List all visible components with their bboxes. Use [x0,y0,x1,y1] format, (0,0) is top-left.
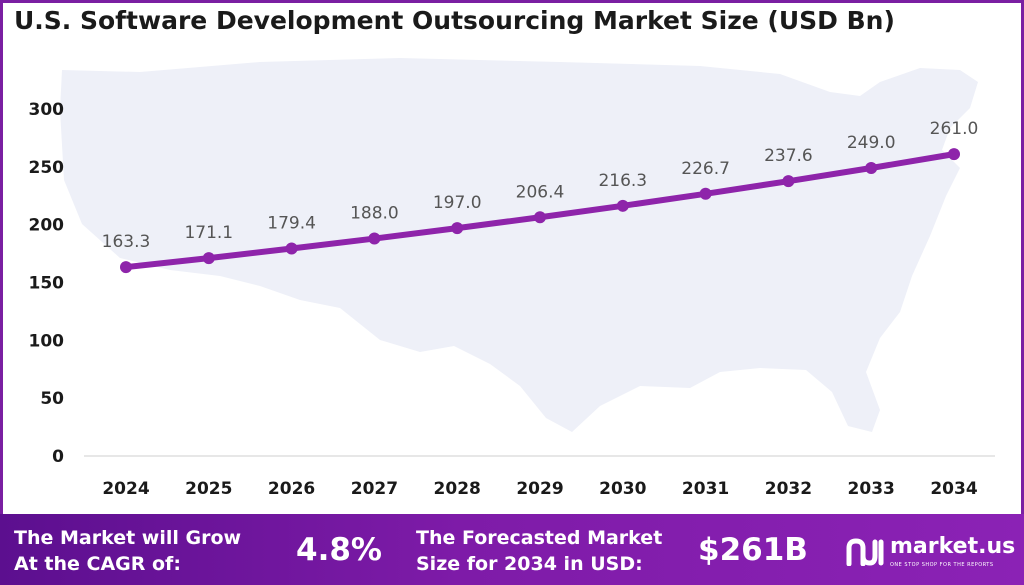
brand-name: market.us [890,534,1016,559]
cagr-caption-line1: The Market will Grow [14,527,242,549]
x-tick-label: 2027 [351,479,398,499]
x-tick-label: 2031 [682,479,729,499]
forecast-caption-line1: The Forecasted Market [416,527,663,549]
summary-banner: The Market will Grow At the CAGR of: 4.8… [0,514,1024,585]
data-point [451,222,464,235]
data-label: 163.3 [102,232,151,252]
data-label: 237.6 [764,146,813,166]
data-label: 179.4 [267,213,316,233]
market-us-logo-icon [846,538,884,566]
data-labels: 163.3 171.1 179.4 188.0 197.0 206.4 216.3 226.7… [102,119,979,252]
y-axis: 0 50 100 150 200 250 300 [29,100,65,467]
forecast-value: $261B [698,532,808,568]
data-label: 261.0 [930,119,979,139]
brand-tagline: ONE STOP SHOP FOR THE REPORTS [890,562,994,568]
data-point [616,199,629,212]
cagr-caption-line2: At the CAGR of: [14,553,181,575]
x-tick-label: 2026 [268,479,315,499]
data-label: 226.7 [681,159,730,179]
y-tick-label: 300 [29,100,65,120]
y-tick-label: 200 [29,216,65,236]
x-tick-label: 2033 [848,479,895,499]
data-point [202,252,215,265]
data-label: 171.1 [184,223,233,243]
data-point [120,261,132,274]
data-label: 197.0 [433,193,482,213]
forecast-caption-line2: Size for 2034 in USD: [416,553,643,575]
data-label: 216.3 [598,171,647,191]
y-tick-label: 50 [40,389,64,409]
cagr-value: 4.8% [296,532,382,568]
data-point [368,232,381,245]
brand-logo[interactable]: market.us ONE STOP SHOP FOR THE REPORTS [846,532,1018,572]
data-point [948,148,960,161]
chart-title: U.S. Software Development Outsourcing Ma… [14,6,895,35]
x-tick-label: 2025 [185,479,232,499]
x-tick-label: 2028 [434,479,481,499]
y-tick-label: 250 [29,158,65,178]
cagr-caption: The Market will Grow At the CAGR of: [14,525,241,577]
x-tick-label: 2030 [599,479,646,499]
y-tick-label: 100 [29,331,65,351]
data-point [534,211,546,224]
x-tick-label: 2034 [930,479,977,499]
x-tick-label: 2024 [102,479,149,499]
data-point [699,187,712,200]
data-point [865,161,878,174]
data-label: 249.0 [847,133,896,153]
x-tick-label: 2032 [765,479,812,499]
x-axis: 2024 2025 2026 2027 2028 2029 2030 2031 2032 2033… [102,479,977,499]
y-tick-label: 150 [29,274,65,294]
x-tick-label: 2029 [516,479,563,499]
data-label: 206.4 [516,182,565,202]
y-tick-label: 0 [52,447,64,467]
usa-map-background [60,58,978,432]
data-points [120,148,960,274]
data-label: 188.0 [350,204,399,224]
data-point [782,175,795,188]
forecast-caption: The Forecasted Market Size for 2034 in U… [416,525,662,577]
data-point [285,242,298,255]
